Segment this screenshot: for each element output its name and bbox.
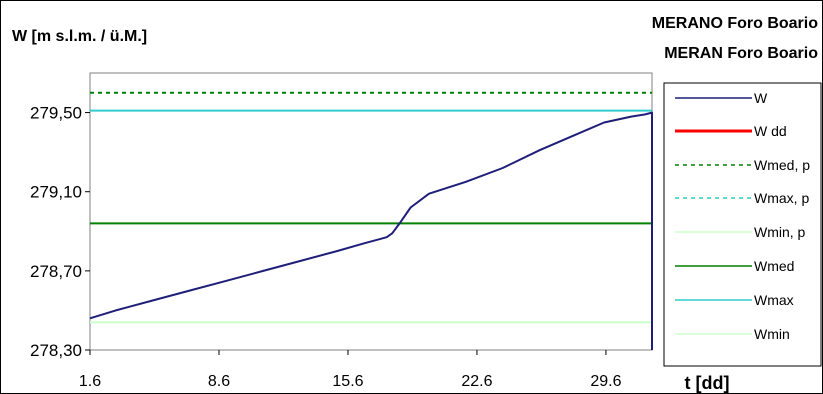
plot-area [89, 72, 653, 351]
legend-label: Wmed, p [754, 157, 810, 173]
legend-label: W dd [754, 123, 787, 139]
x-axis-ticks: 1.6 8.6 15.6 22.6 29.6 [79, 350, 622, 390]
x-tick-label: 29.6 [590, 373, 621, 390]
x-tick-label: 15.6 [332, 373, 363, 390]
chart-title-line2: MERAN Foro Boario [664, 45, 818, 62]
legend-label: W [754, 90, 768, 106]
y-axis-ticks: 278,30 278,70 279,10 279,50 [30, 104, 90, 360]
reference-lines [90, 91, 652, 324]
x-tick-label: 8.6 [208, 373, 230, 390]
chart-title-line1: MERANO Foro Boario [652, 15, 818, 32]
x-tick-label: 22.6 [461, 373, 492, 390]
x-axis-label: t [dd] [685, 373, 730, 393]
y-tick-label: 279,10 [30, 183, 82, 202]
legend-label: Wmed [754, 258, 794, 274]
series-line-w [89, 111, 653, 350]
legend-label: Wmax [754, 292, 794, 308]
y-tick-label: 279,50 [30, 104, 82, 123]
y-tick-label: 278,30 [30, 341, 82, 360]
legend-label: Wmin, p [754, 224, 806, 240]
y-axis-label: W [m s.l.m. / ü.M.] [12, 28, 147, 45]
x-tick-label: 1.6 [79, 373, 101, 390]
legend-label: Wmax, p [754, 190, 809, 206]
legend-label: Wmin [754, 326, 790, 342]
y-tick-label: 278,70 [30, 262, 82, 281]
data-series [89, 111, 653, 350]
legend: W W dd Wmed, p Wmax, p Wmin, p Wmed Wmax Wmin [675, 90, 810, 342]
